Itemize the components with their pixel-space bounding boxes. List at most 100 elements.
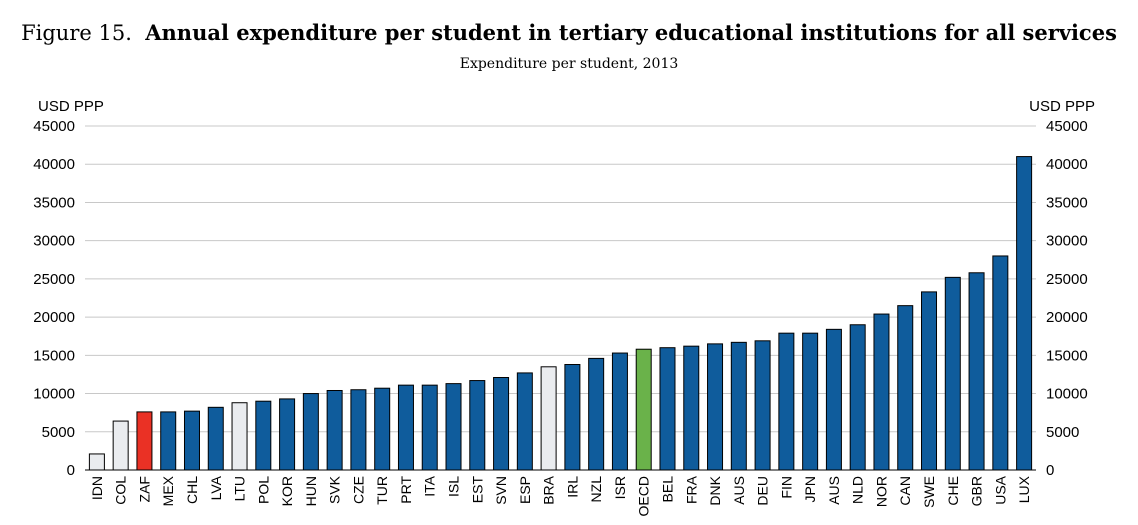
x-tick-labels: IDN COL ZAF MEX CHL LVA LTU POL KOR HUN SVK CZE TUR P… [89,475,1032,516]
x-tick-label: KOR [279,476,295,506]
bar-swe [921,291,938,471]
bar-lva [207,406,224,471]
figure-title-text: Annual expenditure per student in tertia… [145,20,1117,45]
bar-idn [88,453,105,471]
y-tick-label-left: 5000 [42,424,75,441]
bar-oecd [635,348,652,471]
bar-isl [445,383,462,471]
bar-kor [279,398,296,471]
bar-svn [493,377,510,471]
x-tick-label: BEL [659,476,675,503]
bar-col [112,420,129,471]
x-tick-label: SWE [921,476,937,508]
x-tick-label: BRA [541,475,557,504]
x-tick-label: CZE [350,476,366,504]
bar-tur [374,387,391,471]
x-tick-label: AUS [731,476,747,505]
bar-est [469,380,486,471]
y-tick-label-left: 45000 [33,118,75,135]
x-tick-label: DNK [707,475,723,505]
x-tick-label: IRL [564,476,580,498]
bar-chl [183,410,200,471]
bar-svk [326,389,343,471]
y-tick-label-right: 15000 [1046,347,1088,364]
x-tick-label: IDN [89,476,105,500]
y-tick-label-right: 40000 [1046,156,1088,173]
x-tick-label: FIN [778,476,794,499]
bar-mex [160,411,177,471]
x-tick-label: TUR [374,476,390,505]
y-tick-label-left: 35000 [33,194,75,211]
bar-nor [873,313,890,471]
bar-gbr [968,272,985,471]
gridlines [85,125,1036,471]
x-tick-label: NLD [850,476,866,504]
x-tick-label: SVK [327,475,343,504]
bar-usa [992,255,1009,471]
x-tick-label: OECD [636,476,652,516]
x-tick-label: FRA [683,475,699,504]
bar-fin [778,332,795,471]
x-tick-label: SVN [493,476,509,505]
bar-isr [611,352,628,471]
bar-can [897,305,914,471]
bar-deu [754,340,771,471]
y-tick-label-right: 10000 [1046,386,1088,403]
bar-aus [825,328,842,471]
bar-nzl [588,357,605,471]
bar-che [944,276,961,471]
y-tick-label-right: 0 [1046,462,1054,479]
y-tick-label-left: 20000 [33,309,75,326]
x-tick-label: GBR [969,476,985,506]
x-tick-label: NZL [588,476,604,503]
x-tick-label: EST [469,476,485,504]
bar-prt [397,384,414,471]
x-tick-label: POL [255,476,271,504]
bar-hun [302,393,319,471]
x-tick-label: USA [992,475,1008,504]
x-tick-label: CHL [184,476,200,504]
bar-pol [255,400,272,471]
bar-dnk [707,343,724,471]
x-tick-label: COL [113,476,129,505]
y-tick-label-left: 30000 [33,233,75,250]
y-tick-label-right: 20000 [1046,309,1088,326]
x-tick-label: ISL [446,476,462,497]
x-tick-label: CAN [897,476,913,506]
x-tick-label: ISR [612,476,628,499]
bar-ita [421,384,438,471]
x-tick-label: ESP [517,476,533,504]
bar-fra [683,345,700,471]
y-tick-label-right: 35000 [1046,194,1088,211]
x-tick-label: LUX [1016,475,1032,503]
x-tick-label: ZAF [136,476,152,502]
y-axis-label-right: USD PPP [1029,98,1095,115]
bar-cze [350,389,367,471]
x-tick-label: MEX [160,475,176,506]
x-tick-label: JPN [802,476,818,502]
y-ticks-right: 0 5000 10000 15000 20000 25000 30000 35000 40000… [1046,118,1088,479]
y-tick-label-right: 5000 [1046,424,1079,441]
bar-lux [1016,156,1033,471]
bar-irl [564,364,581,471]
y-ticks-left: 0 5000 10000 15000 20000 25000 30000 35000 40000… [33,118,75,479]
x-tick-label: ITA [422,475,438,496]
bar-bel [659,347,676,471]
y-tick-label-right: 45000 [1046,118,1088,135]
bar-zaf [136,411,153,471]
y-tick-label-left: 15000 [33,347,75,364]
x-tick-label: CHE [945,476,961,506]
x-tick-label: PRT [398,476,414,504]
y-tick-label-left: 0 [67,462,75,479]
x-tick-label: LTU [232,476,248,501]
bar-esp [516,372,533,471]
x-tick-label: HUN [303,476,319,506]
y-tick-label-right: 30000 [1046,233,1088,250]
bar-aus [730,341,747,471]
y-tick-label-right: 25000 [1046,271,1088,288]
x-tick-label: AUS [826,476,842,505]
bars [88,156,1033,471]
y-tick-label-left: 25000 [33,271,75,288]
bar-ltu [231,402,248,471]
